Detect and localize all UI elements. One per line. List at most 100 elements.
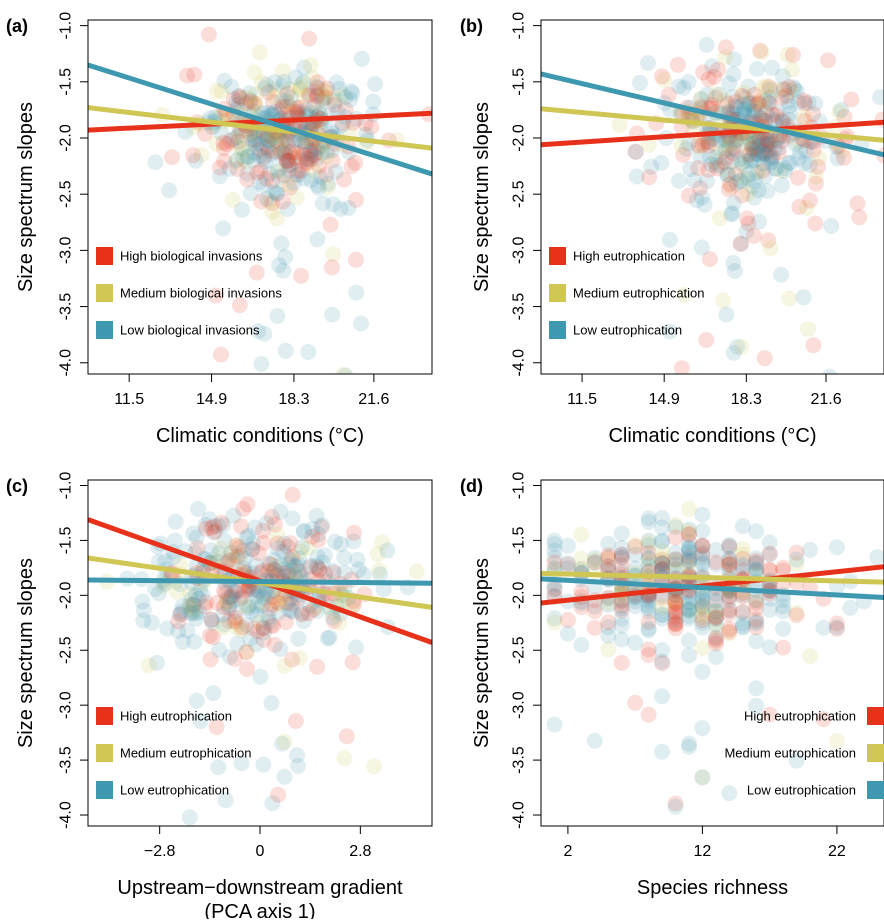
data-point <box>777 163 793 179</box>
data-point <box>694 537 711 554</box>
data-point <box>833 101 849 118</box>
data-point <box>717 49 734 66</box>
data-point <box>296 59 313 76</box>
data-point <box>667 593 684 610</box>
data-point <box>770 144 787 161</box>
data-point <box>279 538 296 555</box>
data-point <box>269 535 286 552</box>
data-point <box>721 623 738 640</box>
data-point <box>261 601 278 618</box>
data-point <box>284 553 301 570</box>
y-axis-title: Size spectrum slopes <box>471 558 493 748</box>
data-point <box>269 185 285 202</box>
data-point <box>802 541 818 558</box>
y-tick-label: -1.5 <box>511 527 528 555</box>
data-point <box>654 555 671 572</box>
data-point <box>229 619 246 636</box>
data-point <box>231 127 248 144</box>
data-point <box>613 617 630 634</box>
legend-swatch-medium <box>96 744 113 762</box>
y-tick-label: -3.0 <box>58 236 75 264</box>
legend-swatch-low <box>867 781 884 799</box>
data-point <box>331 80 348 97</box>
data-point <box>272 130 289 147</box>
panel-c: -1.0 -1.5 -2.0 -2.5 -3.0 -3.5 -4.0 −2.8 0 2.8 Upst… <box>6 472 433 923</box>
data-point <box>284 651 300 668</box>
data-point <box>667 552 684 569</box>
data-point <box>775 114 791 131</box>
data-point <box>734 562 751 578</box>
data-point <box>321 629 338 646</box>
data-point <box>805 141 822 158</box>
panel-a: -1.0 -1.5 -2.0 -2.5 -3.0 -3.5 -4.0 11.5 14.9 18.3… <box>6 12 433 447</box>
data-point <box>255 620 272 636</box>
data-point <box>734 618 751 635</box>
x-tick-label: 0 <box>256 843 265 860</box>
data-point <box>694 720 711 737</box>
data-point <box>750 146 767 163</box>
data-point <box>349 551 366 568</box>
data-point <box>238 598 255 615</box>
data-point <box>790 150 807 167</box>
data-point <box>295 74 312 91</box>
data-point <box>692 148 709 165</box>
data-point <box>739 210 755 227</box>
legend-label: Medium eutrophication <box>573 286 705 301</box>
data-point <box>768 132 784 149</box>
data-point <box>182 598 199 615</box>
data-point <box>805 105 822 122</box>
data-point <box>336 549 353 566</box>
data-point <box>681 647 697 664</box>
data-point <box>239 89 256 106</box>
data-point <box>336 750 353 767</box>
x-tick-label: 21.6 <box>810 391 841 408</box>
data-point <box>285 603 302 620</box>
data-point <box>287 69 304 86</box>
y-tick-label: -2.0 <box>511 124 528 152</box>
data-point <box>760 94 777 111</box>
data-point <box>747 130 764 147</box>
data-point <box>332 536 349 553</box>
data-point <box>290 166 307 183</box>
data-point <box>266 561 283 578</box>
data-point <box>282 535 299 552</box>
data-point <box>754 79 771 96</box>
data-point <box>228 129 245 145</box>
data-point <box>721 176 738 193</box>
data-point <box>185 525 202 542</box>
data-point <box>640 514 657 530</box>
data-point <box>250 323 267 340</box>
data-point <box>270 604 287 621</box>
data-point <box>304 528 321 545</box>
data-point <box>171 606 188 623</box>
data-point <box>192 580 209 597</box>
data-point <box>337 101 354 118</box>
data-point <box>600 558 617 574</box>
data-point <box>204 614 221 631</box>
data-point <box>640 641 657 658</box>
data-point <box>640 510 657 527</box>
data-point <box>282 89 299 106</box>
data-point <box>309 559 326 576</box>
data-point <box>721 538 738 555</box>
data-point <box>245 582 262 599</box>
data-point <box>188 529 205 546</box>
data-point <box>367 76 384 92</box>
data-point <box>695 64 712 81</box>
data-point <box>326 90 343 107</box>
data-point <box>671 78 687 95</box>
data-point <box>246 95 263 112</box>
data-point <box>613 546 630 563</box>
data-point <box>780 111 797 128</box>
data-point <box>559 612 576 628</box>
data-point <box>276 561 293 578</box>
y-axis-title: Size spectrum slopes <box>15 558 37 748</box>
data-point <box>781 105 798 122</box>
data-point <box>600 641 617 658</box>
data-point <box>754 162 771 179</box>
data-point <box>711 140 728 157</box>
data-point <box>773 266 790 283</box>
legend-swatch-medium <box>549 284 566 302</box>
x-axis-title: Upstream−downstream gradient <box>117 877 403 899</box>
data-point <box>245 132 262 148</box>
